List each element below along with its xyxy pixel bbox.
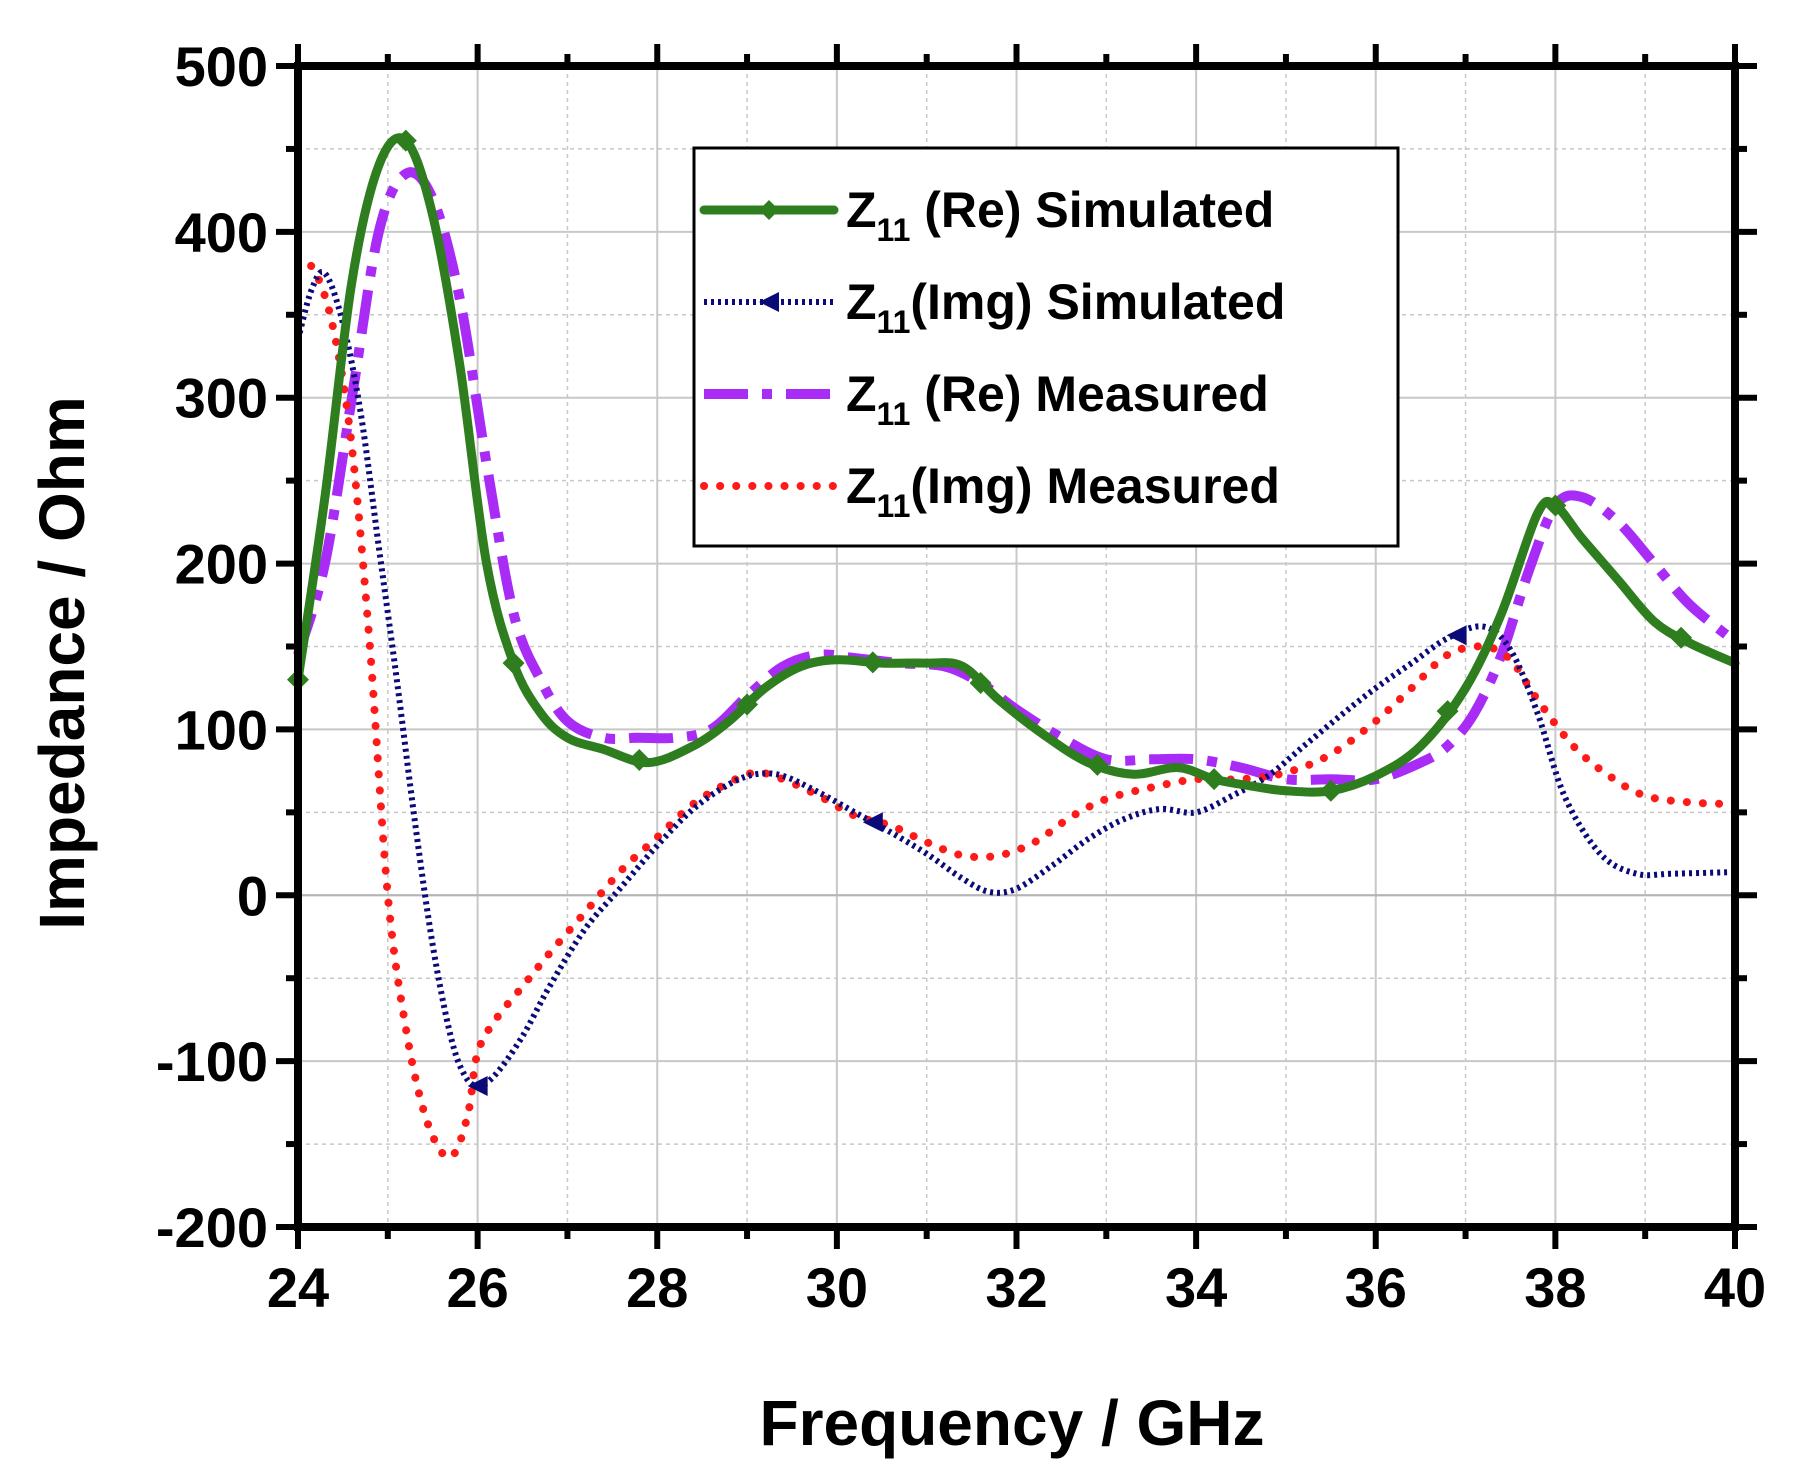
series-marker (1446, 625, 1467, 646)
legend-label-rest: (Re) Simulated (910, 182, 1274, 238)
series-marker (1319, 779, 1342, 802)
series-marker (1544, 494, 1567, 517)
tick-labels: 24 26 28 30 32 34 36 38 40 500 400 300 200 100 0 -100 -2… (156, 35, 1766, 1319)
y-tick-label: 200 (175, 533, 268, 596)
series-marker (861, 651, 884, 674)
series-marker (1086, 753, 1109, 776)
series-1 (295, 268, 1736, 1097)
legend-marker (759, 292, 779, 312)
series-layer (287, 129, 1740, 1162)
legend-label: Z11 (Re) Simulated (846, 182, 1274, 248)
x-tick-label: 40 (1704, 1256, 1766, 1319)
legend-label-rest: (Img) Simulated (910, 274, 1285, 330)
x-tick-label: 32 (985, 1256, 1047, 1319)
legend-item: Z11(Img) Simulated (704, 274, 1285, 340)
ticks (276, 44, 1757, 1249)
series-line (295, 268, 1736, 1089)
series-0 (287, 129, 1740, 802)
x-tick-label: 26 (446, 1256, 508, 1319)
y-tick-label: 400 (175, 201, 268, 264)
legend-label: Z11(Img) Simulated (846, 274, 1285, 340)
series-marker (628, 748, 651, 771)
y-tick-label: 500 (175, 35, 268, 98)
y-tick-label: -200 (156, 1196, 268, 1259)
series-marker (394, 129, 417, 152)
series-marker (969, 671, 992, 694)
x-tick-label: 30 (806, 1256, 868, 1319)
legend-label: Z11(Img) Measured (846, 458, 1280, 524)
series-marker (1436, 700, 1459, 723)
series-marker (467, 1076, 488, 1097)
y-tick-label: -100 (156, 1030, 268, 1093)
legend-label-sub: 11 (877, 304, 911, 340)
x-tick-label: 34 (1165, 1256, 1227, 1319)
series-marker (1203, 768, 1226, 791)
legend-label-sub: 11 (877, 212, 911, 248)
legend-label-rest: (Img) Measured (910, 458, 1280, 514)
legend-marker (759, 200, 779, 220)
x-tick-label: 28 (626, 1256, 688, 1319)
series-marker (862, 812, 883, 833)
series-line (293, 133, 1740, 797)
series-marker (502, 652, 525, 675)
x-tick-label: 38 (1524, 1256, 1586, 1319)
legend-label-main: Z (846, 182, 877, 238)
legend-label-sub: 11 (877, 396, 911, 432)
legend-label-rest: (Re) Measured (910, 366, 1268, 422)
x-axis-title: Frequency / GHz (760, 1387, 1265, 1459)
x-tick-label: 24 (267, 1256, 329, 1319)
legend-label-main: Z (846, 274, 877, 330)
legend-item: Z11(Img) Measured (700, 458, 1280, 524)
legend-label: Z11 (Re) Measured (846, 366, 1269, 432)
series-marker (1670, 626, 1693, 649)
y-axis-title: Impedance / Ohm (26, 396, 98, 929)
y-tick-label: 0 (237, 864, 268, 927)
legend-label-main: Z (846, 458, 877, 514)
y-tick-label: 100 (175, 698, 268, 761)
legend-label-sub: 11 (877, 488, 911, 524)
x-tick-label: 36 (1345, 1256, 1407, 1319)
legend-item: Z11 (Re) Measured (704, 366, 1269, 432)
series-marker (736, 693, 759, 716)
y-tick-label: 300 (175, 367, 268, 430)
legend-item: Z11 (Re) Simulated (699, 182, 1274, 248)
legend-label-main: Z (846, 366, 877, 422)
